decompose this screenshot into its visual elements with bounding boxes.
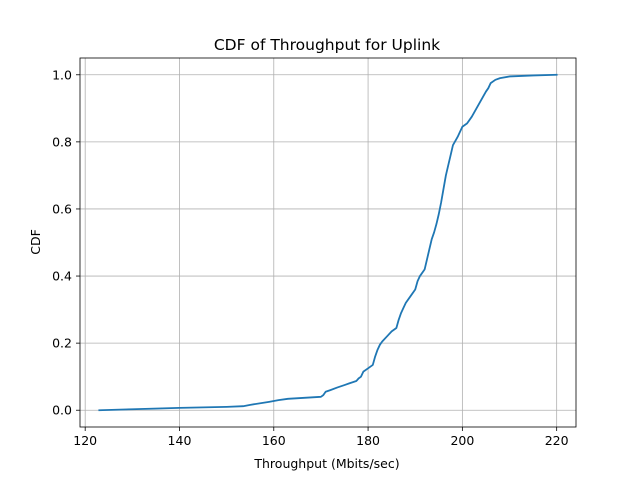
- y-tick-label: 0.6: [52, 201, 72, 216]
- grid: [80, 58, 576, 427]
- y-tick-label: 0.8: [52, 134, 72, 149]
- series-layer: [98, 73, 558, 412]
- y-tick-label: 0.0: [52, 403, 72, 418]
- plot-frame: [79, 57, 577, 428]
- y-tick-label: 1.0: [52, 67, 72, 82]
- x-tick-label: 200: [450, 433, 474, 448]
- x-axis-label: Throughput (Mbits/sec): [253, 456, 399, 471]
- x-tick-label: 140: [168, 433, 192, 448]
- y-axis-label: CDF: [28, 229, 43, 255]
- x-tick-label: 120: [73, 433, 97, 448]
- cdf-line-series: [98, 73, 558, 412]
- x-tick-label: 160: [262, 433, 286, 448]
- y-tick-label: 0.2: [52, 336, 72, 351]
- chart-title: CDF of Throughput for Uplink: [214, 36, 440, 54]
- x-tick-label: 180: [356, 433, 380, 448]
- y-tick-label: 0.4: [52, 269, 72, 284]
- ticks: 120 140 160 180 200 220 0.0 0.2 0.4 0.6 0.8 1.0: [52, 67, 569, 448]
- x-tick-label: 220: [545, 433, 569, 448]
